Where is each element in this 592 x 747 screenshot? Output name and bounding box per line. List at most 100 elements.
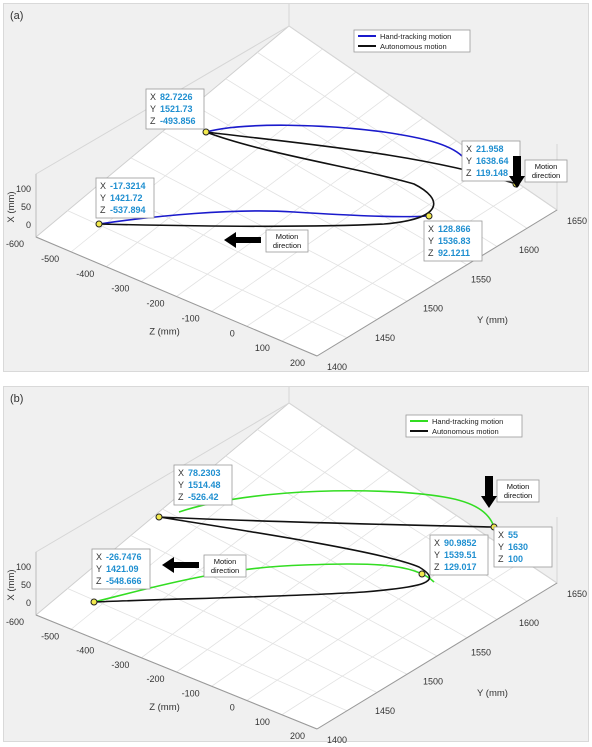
datatip: X -17.3214 Y 1421.72 Z -537.894 <box>95 177 155 219</box>
y-axis-line <box>316 582 558 730</box>
datatip-key: Z <box>100 205 106 215</box>
datatip-key: Y <box>466 156 472 166</box>
datatip-key: Y <box>96 564 102 574</box>
x-tick-label: 100 <box>16 184 31 194</box>
datatip-value: 1539.51 <box>444 550 477 560</box>
z-tick-label: -400 <box>76 646 94 656</box>
datatip-marker <box>95 220 103 228</box>
legend-label: Hand-tracking motion <box>380 32 451 41</box>
x-axis-label: X (mm) <box>6 191 17 222</box>
chart-panel-a: (a) 100 50 0 X (mm) -600 -500 -400 -300 -200 -100… <box>3 3 589 372</box>
grid-line <box>281 186 524 342</box>
datatip-box <box>173 464 233 506</box>
arrow-left-icon <box>162 557 199 573</box>
legend-label: Hand-tracking motion <box>432 417 503 426</box>
datatip-value: -493.856 <box>160 116 196 126</box>
autonomous-series <box>93 516 495 603</box>
y-axis-label: Y (mm) <box>477 315 508 326</box>
grid-line <box>193 104 468 266</box>
datatip-key: X <box>178 468 184 478</box>
y-tick-label: 1500 <box>423 677 443 687</box>
datatip-key: Y <box>178 480 184 490</box>
datatip-key: Z <box>150 116 156 126</box>
datatip: X 21.958 Y 1638.64 Z 119.148 <box>461 140 521 182</box>
annotation-box <box>203 554 247 578</box>
z-tick-label: -100 <box>182 688 200 698</box>
z-tick-label: 0 <box>230 328 235 338</box>
grid-line <box>257 52 528 229</box>
datatip-value: -26.7476 <box>106 552 142 562</box>
annotation-text: Motion <box>535 162 558 171</box>
z-tick-label: -600 <box>6 617 24 627</box>
grid-line <box>225 455 498 620</box>
datatip-key: Y <box>434 550 440 560</box>
annotation-box <box>265 229 309 253</box>
datatip-value: 1630 <box>508 542 528 552</box>
y-tick-label: 1400 <box>327 362 347 372</box>
annotation-text: direction <box>504 491 532 500</box>
datatip-value: 119.148 <box>476 168 508 178</box>
datatip-value: 1638.64 <box>476 156 509 166</box>
x-tick-label: 50 <box>21 202 31 212</box>
datatip-key: X <box>466 144 472 154</box>
y-tick-label: 1600 <box>519 245 539 255</box>
grid-line <box>211 515 457 687</box>
datatip-value: 90.9852 <box>444 538 477 548</box>
panel-label: (a) <box>10 10 24 22</box>
y-tick-label: 1500 <box>423 304 443 314</box>
z-tick-label: 0 <box>230 703 235 713</box>
datatip-value: -17.3214 <box>110 181 146 191</box>
datatip-value: 128.866 <box>438 224 471 234</box>
datatip-key: Y <box>498 542 504 552</box>
datatip-key: X <box>96 552 102 562</box>
grid-line <box>246 163 491 327</box>
datatip-key: Z <box>428 248 434 258</box>
z-tick-label: -200 <box>146 674 164 684</box>
y-tick-label: 1450 <box>375 706 395 716</box>
z-tick-label: 100 <box>255 343 270 353</box>
arrow-down-icon <box>509 156 525 188</box>
z-tick-label: -500 <box>41 631 59 641</box>
z-axis-line <box>35 614 318 730</box>
x-tick-label: 50 <box>21 580 31 590</box>
z-tick-label: -400 <box>76 269 94 279</box>
z-tick-label: -600 <box>6 239 24 249</box>
grid-line <box>225 78 498 247</box>
datatip-value: 1421.72 <box>110 193 143 203</box>
datatip-key: Z <box>466 168 472 178</box>
annotation-text: Motion <box>507 482 530 491</box>
z-tick-label: 200 <box>290 358 305 368</box>
annotation-text: direction <box>532 171 560 180</box>
y-tick-label: 1400 <box>327 735 347 743</box>
legend-label: Autonomous motion <box>380 42 447 51</box>
annotation-text: Motion <box>214 557 237 566</box>
datatip: X 78.2303 Y 1514.48 Z -526.42 <box>173 464 233 506</box>
arrow-down-icon <box>481 476 497 508</box>
x-tick-label: 0 <box>26 598 31 608</box>
datatip-value: 1421.09 <box>106 564 139 574</box>
legend-box <box>405 414 523 438</box>
x-tick-label: 0 <box>26 220 31 230</box>
datatip-value: 55 <box>508 530 518 540</box>
datatip: X -26.7476 Y 1421.09 Z -548.666 <box>91 548 151 590</box>
annotation-text: direction <box>211 566 239 575</box>
datatip-box <box>95 177 155 219</box>
datatip-key: X <box>428 224 434 234</box>
datatip-box <box>429 534 489 576</box>
datatip-key: X <box>150 92 156 102</box>
y-tick-label: 1450 <box>375 333 395 343</box>
datatip-marker <box>90 598 98 606</box>
datatip-box <box>91 548 151 590</box>
z-axis-label: Z (mm) <box>149 327 180 338</box>
datatip-key: Z <box>178 492 184 502</box>
y-axis-label: Y (mm) <box>477 688 508 699</box>
datatip: X 128.866 Y 1536.83 Z 92.1211 <box>423 220 483 262</box>
z-tick-label: 100 <box>255 717 270 727</box>
datatip-value: -526.42 <box>188 492 219 502</box>
arrow-left-icon <box>224 232 261 248</box>
plot-svg: 100 50 0 X (mm) -600 -500 -400 -300 -200 -100 0 100… <box>6 4 587 372</box>
